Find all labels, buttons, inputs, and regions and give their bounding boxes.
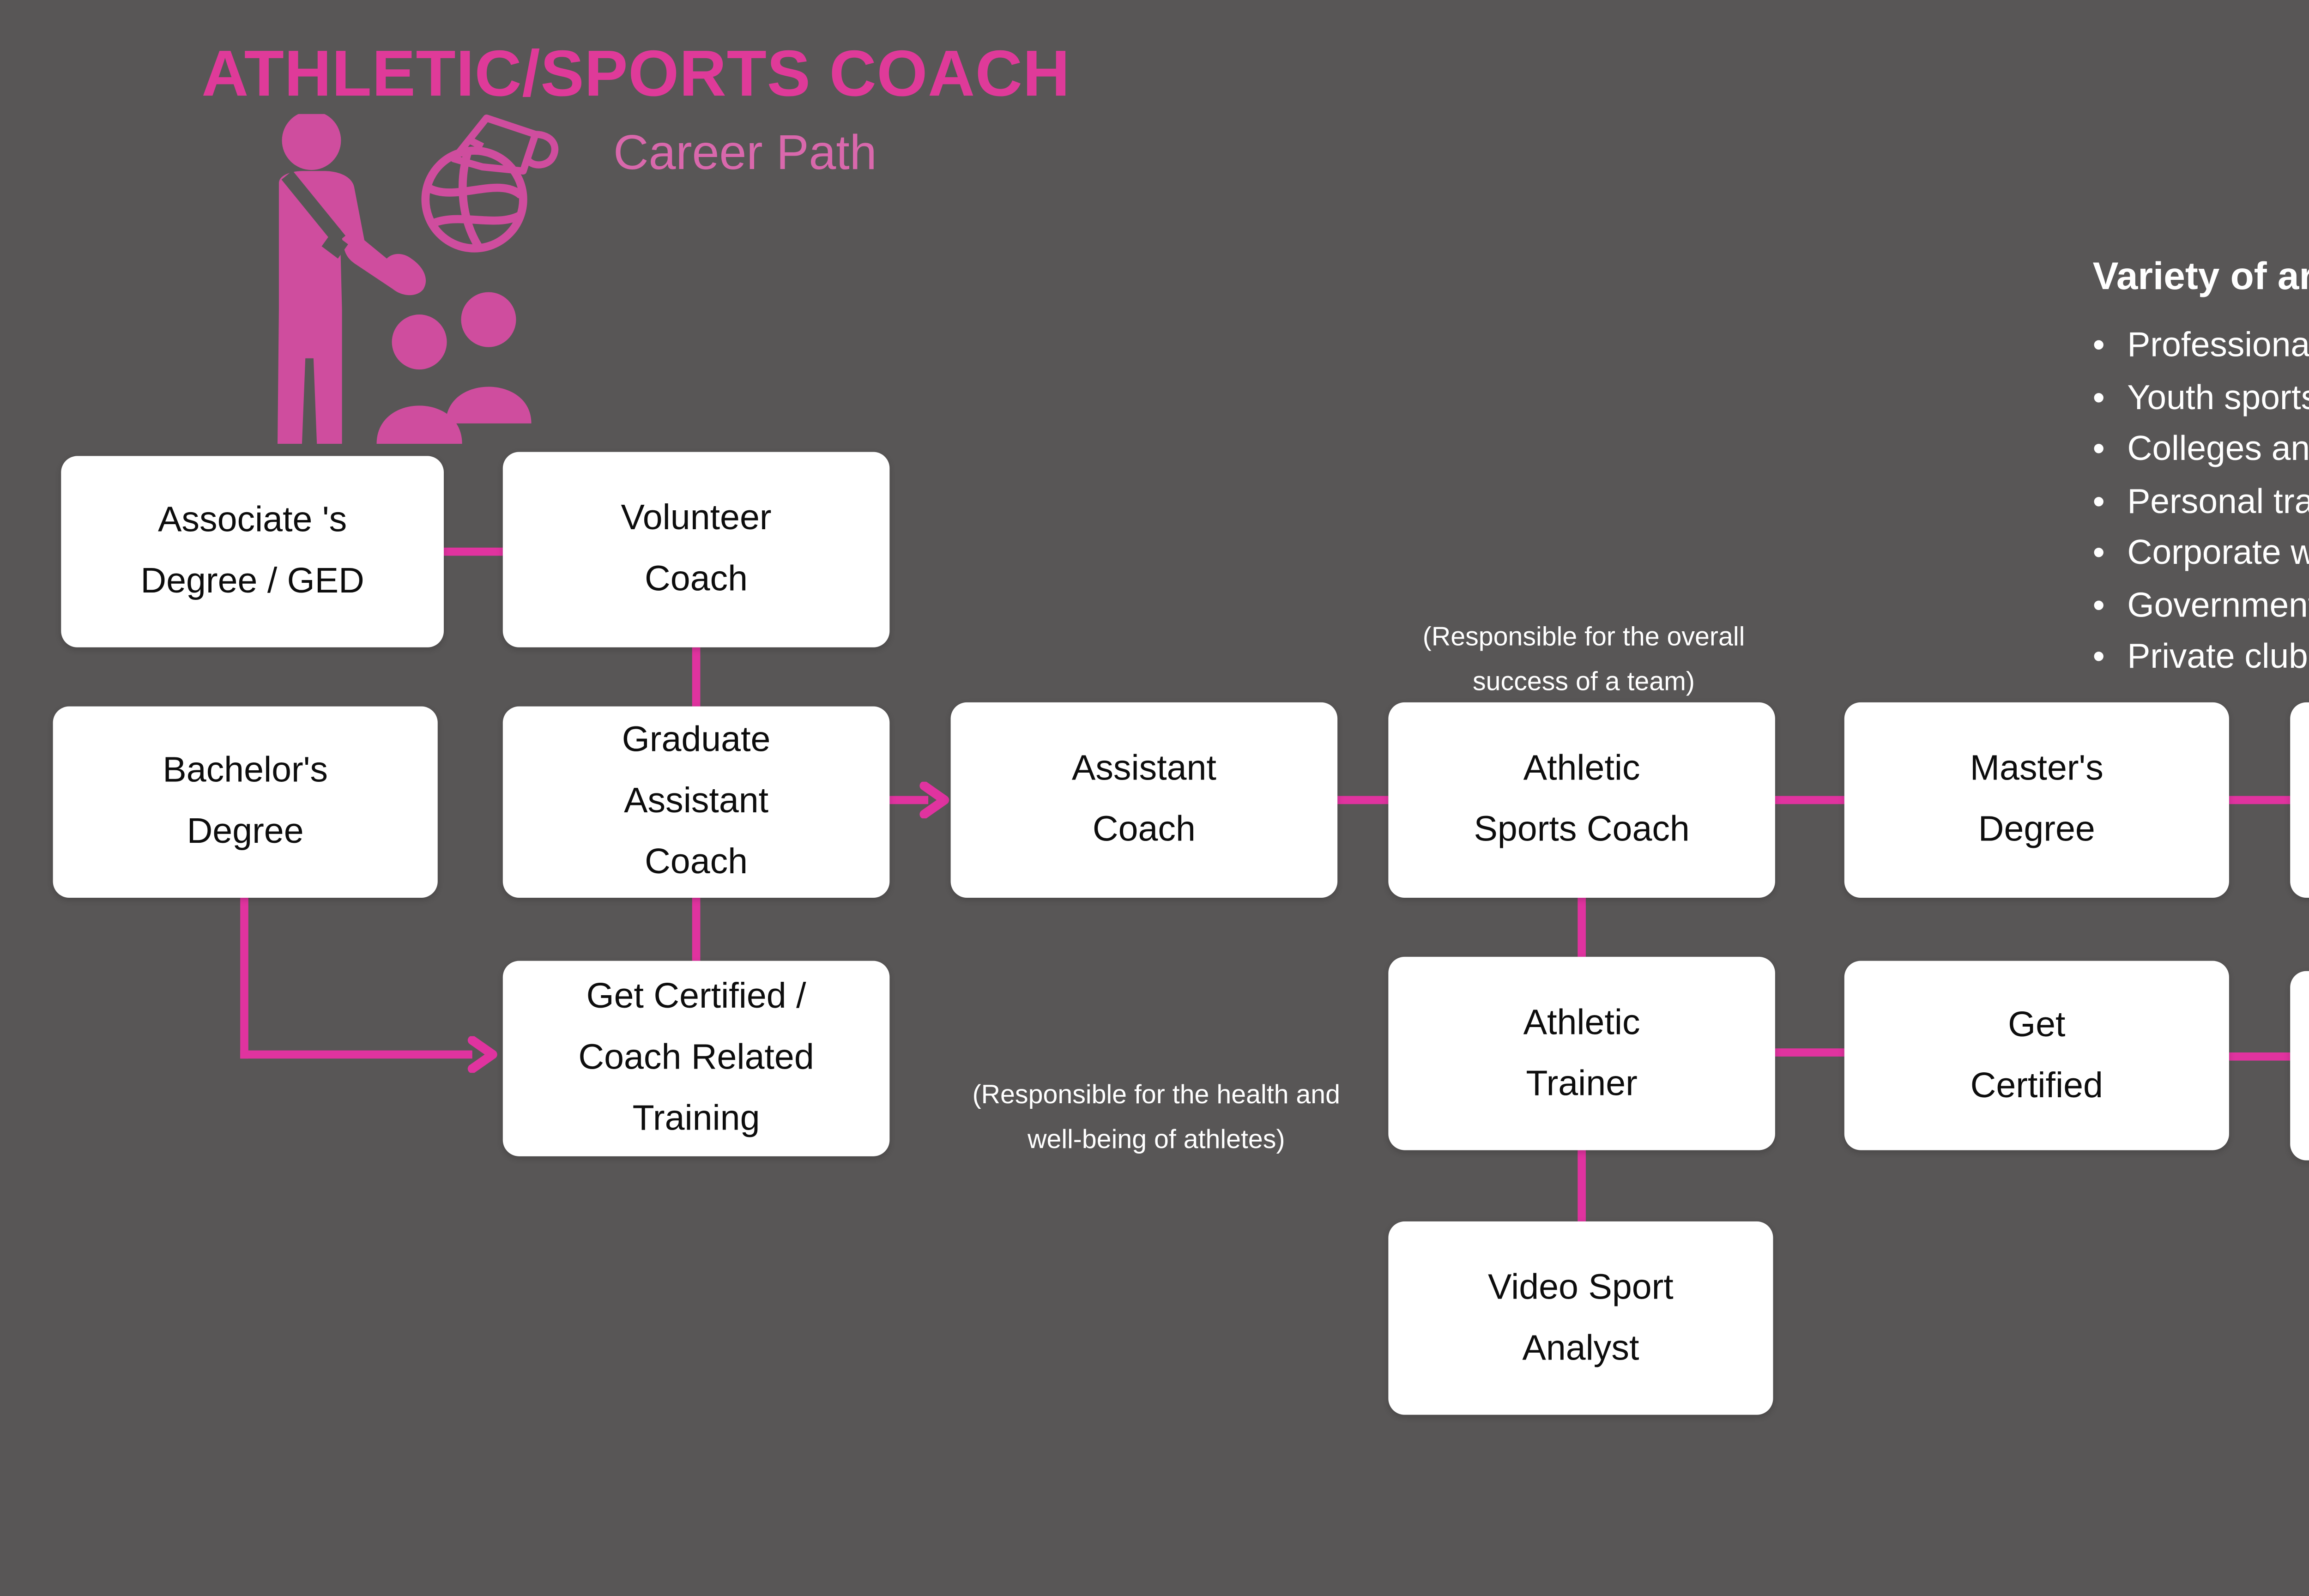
connector-assistant-to-athletic-sports [1337,796,1389,804]
bullet-icon: • [2092,481,2105,520]
connector-graduate-assistant-to-assistant [889,796,929,804]
bullet-icon: • [2092,429,2105,468]
connector-volunteer-to-graduate-assistant [692,647,701,707]
page-title: ATHLETIC/SPORTS COACH [201,36,1070,110]
box-athletic-sports-coach: Athletic Sports Coach [1388,702,1775,898]
list-item: •Professional sports teams [2093,320,2309,371]
bullet-icon: • [2092,326,2105,365]
connector-bachelors-to-certification [240,1050,472,1059]
box-athletic-trainer: Athletic Trainer [1388,956,1775,1150]
bullet-icon: • [2092,585,2105,624]
list-item: •Colleges and universities [2093,423,2309,475]
box-get-certified: Get Certified [1844,961,2229,1150]
bullet-icon: • [2092,637,2105,676]
box-associate-head-coach: Associate Head Coach [2290,702,2309,898]
box-get-certified-coach-related-training: Get Certified / Coach Related Training [502,961,890,1156]
list-item: •Government agencies [2093,579,2309,631]
arrow-right-icon [467,1036,497,1073]
box-video-sport-analyst: Video Sport Analyst [1388,1221,1773,1415]
list-item: •Youth sports organizations [2093,371,2309,423]
box-associates-degree-ged: Associate 's Degree / GED [61,456,444,647]
connector-athletic-sports-to-masters [1775,796,1844,804]
box-graduate-assistant-coach: Graduate Assistant Coach [502,706,890,898]
bullet-icon: • [2092,533,2105,572]
connector-bachelors-down-segment [240,897,248,1059]
connector-masters-to-associate-head [2229,796,2291,804]
list-item: •Personal training studios [2093,475,2309,527]
list-item: • Private clubs [2093,631,2309,683]
coach-basketball-icon [278,114,559,444]
box-assistant-coach: Assistant Coach [950,702,1338,898]
connector-get-certified-to-sports-nutritionist [2229,1052,2291,1061]
annotation-athlete-wellbeing: (Responsible for the health and well-bei… [972,1079,1341,1155]
connector-athletic-sports-to-trainer [1578,897,1586,957]
connector-trainer-to-video-analyst [1578,1150,1586,1221]
connector-trainer-to-get-certified [1775,1048,1844,1057]
arrow-right-icon [919,781,949,819]
bullet-icon: • [2092,377,2105,417]
box-volunteer-coach: Volunteer Coach [502,452,890,647]
work-areas-list: •Professional sports teams •Youth sports… [2093,320,2309,683]
annotation-team-success: (Responsible for the overall success of … [1422,621,1745,697]
box-masters-degree: Master's Degree [1844,702,2229,898]
work-areas-section: Variety of areas can work at: •Professio… [2093,256,2309,683]
page-subtitle: Career Path [613,126,877,181]
connector-graduate-assistant-to-certification [692,897,701,961]
connector-associates-to-volunteer [443,547,503,556]
box-sports-nutritionist: Sports Nutritionist [2290,971,2309,1161]
box-bachelors-degree: Bachelor's Degree [53,706,438,898]
list-item: •Corporate wellness programs [2093,527,2309,579]
work-areas-heading: Variety of areas can work at: [2092,256,2309,299]
